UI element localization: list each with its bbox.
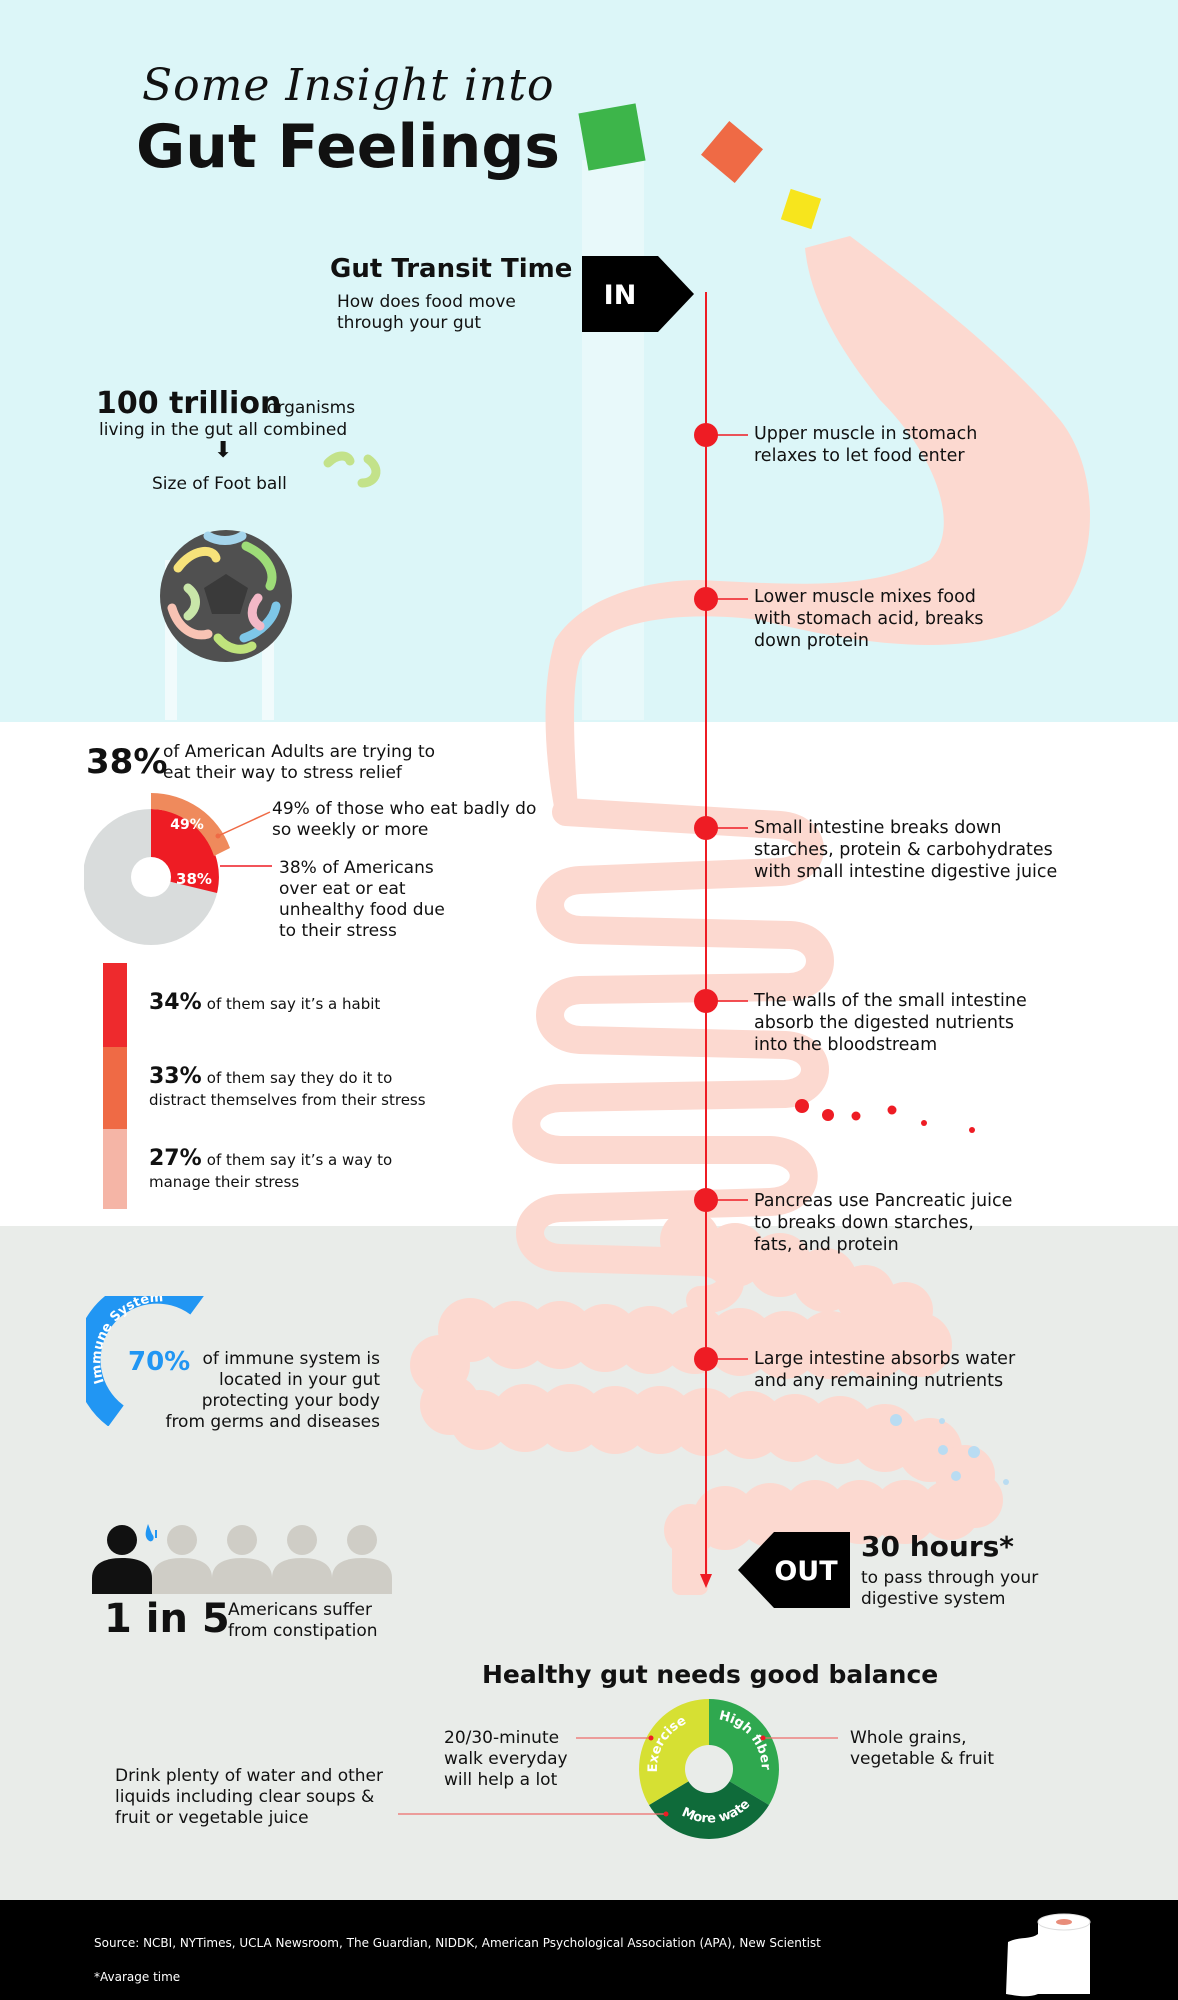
transit-title: Gut Transit Time [330, 254, 573, 284]
reason-3-text: of them say it’s a way to [206, 1151, 393, 1169]
balance-donut: Exercise High fiber More water [636, 1696, 779, 1839]
step-marker-3 [694, 816, 748, 840]
donut-hole [131, 857, 171, 897]
stomach-shape [545, 236, 1090, 812]
donut-leader-lines [215, 811, 272, 867]
constipation-ratio: 1 in 5 [104, 1596, 230, 1642]
bacteria-icon [323, 451, 381, 488]
sweat-drop-icon [145, 1524, 154, 1542]
step-marker-2 [694, 587, 748, 611]
person-icon [332, 1525, 392, 1594]
person-icon [152, 1525, 212, 1594]
balance-leader-lines [398, 1735, 838, 1817]
donut-outer-label: 49% [170, 817, 204, 833]
balance-title: Healthy gut needs good balance [482, 1660, 939, 1689]
toilet-paper-icon [1006, 1913, 1091, 1997]
stress-percent: 38% [86, 742, 168, 782]
step-marker-6 [694, 1347, 748, 1371]
organisms-amount: 100 trillion [96, 386, 282, 421]
immune-caption: of immune system is located in your gut … [165, 1349, 380, 1432]
reason-2: 33% of them say they do it to distract t… [149, 1064, 426, 1110]
step-marker-4 [694, 989, 748, 1013]
segment-more-water [649, 1769, 769, 1839]
reason-bar-distract [103, 1047, 127, 1129]
transit-hours-caption: to pass through your digestive system [861, 1568, 1039, 1609]
note-49-text: 49% of those who eat badly do so weekly … [272, 799, 537, 840]
step-marker-5 [694, 1188, 748, 1212]
water-note: Drink plenty of water and other liquids … [115, 1766, 384, 1828]
reason-bar-manage [103, 1129, 127, 1209]
reason-3-percent: 27% [149, 1146, 202, 1171]
step-1-text: Upper muscle in stomach relaxes to let f… [754, 424, 978, 466]
footer-source: Source: NCBI, NYTimes, UCLA Newsroom, Th… [94, 1936, 821, 1950]
reason-bar-habit [103, 963, 127, 1047]
step-5-text: Pancreas use Pancreatic juice to breaks … [754, 1191, 1013, 1255]
football-comparison: Size of Foot ball [152, 474, 287, 494]
note-38-text: 38% of Americans over eat or eat unhealt… [279, 858, 445, 941]
reason-2-text-line2: distract themselves from their stress [149, 1091, 426, 1109]
person-icon-highlighted [92, 1525, 152, 1594]
reason-1-text: of them say it’s a habit [206, 995, 381, 1013]
food-square-orange [701, 121, 763, 183]
in-arrow-tag: IN [582, 256, 694, 332]
step-2-text: Lower muscle mixes food with stomach aci… [754, 587, 984, 651]
step-marker-1 [694, 423, 748, 447]
people-icons [92, 1524, 392, 1594]
balance-donut-hole [685, 1745, 733, 1793]
transit-subtitle: How does food move through your gut [337, 292, 516, 333]
exercise-note: 20/30-minute walk everyday will help a l… [444, 1728, 568, 1790]
step-4-text: The walls of the small intestine absorb … [754, 991, 1027, 1055]
donut-slice-49 [151, 792, 230, 877]
reason-3: 27% of them say it’s a way to manage the… [149, 1146, 392, 1192]
step-6-text: Large intestine absorbs water and any re… [754, 1349, 1016, 1391]
food-square-green [578, 103, 646, 171]
stress-donut-chart: 49% 38% [84, 792, 230, 945]
out-label: OUT [774, 1556, 838, 1587]
step-markers [694, 423, 748, 1371]
immune-arc: Immune System [86, 1296, 204, 1426]
person-icon [272, 1525, 332, 1594]
constipation-caption: Americans suffer from constipation [228, 1600, 378, 1641]
food-square-yellow [780, 188, 822, 230]
reason-2-text: of them say they do it to [206, 1069, 393, 1087]
arrow-down-icon: ⬇ [214, 438, 233, 463]
step-3-text: Small intestine breaks down starches, pr… [754, 818, 1058, 882]
large-intestine-shape [410, 1210, 1003, 1595]
reason-2-percent: 33% [149, 1064, 202, 1089]
nutrient-dots [795, 1099, 975, 1133]
transit-hours: 30 hours* [861, 1530, 1014, 1563]
immune-percent: 70% [128, 1347, 191, 1377]
title-script: Some Insight into [142, 60, 555, 111]
water-droplets [890, 1414, 1009, 1485]
organisms-unit: organisms [267, 398, 356, 418]
person-icon [212, 1525, 272, 1594]
reason-1-percent: 34% [149, 990, 202, 1015]
footer: Source: NCBI, NYTimes, UCLA Newsroom, Th… [0, 1900, 1178, 2000]
transit-arrow-head [700, 1574, 712, 1588]
reason-3-text-line2: manage their stress [149, 1173, 300, 1191]
organisms-caption: living in the gut all combined [99, 420, 348, 440]
football-icon [160, 530, 292, 662]
fiber-note: Whole grains, vegetable & fruit [850, 1728, 995, 1769]
reason-1: 34% of them say it’s a habit [149, 990, 380, 1015]
out-arrow-tag: OUT [738, 1532, 850, 1608]
footer-note: *Avarage time [94, 1970, 181, 1984]
in-label: IN [604, 280, 637, 311]
small-intestine-shape [512, 798, 834, 1314]
donut-inner-label: 38% [176, 870, 212, 888]
stress-caption: of American Adults are trying to eat the… [163, 742, 436, 783]
page-title: Gut Feelings [136, 112, 560, 182]
